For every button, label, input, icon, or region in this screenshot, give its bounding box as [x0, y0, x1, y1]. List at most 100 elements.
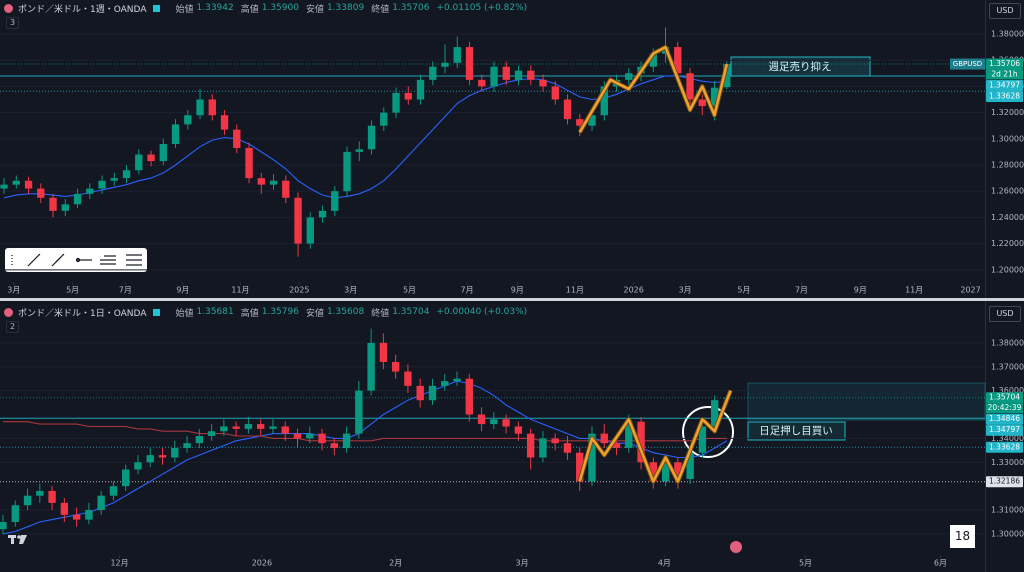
candle-body	[257, 424, 265, 429]
candle-body	[147, 154, 155, 162]
change-value: +0.00040 (+0.03%)	[436, 307, 528, 317]
candle-body	[208, 99, 216, 116]
x-tick-label: 2025	[289, 286, 309, 295]
price-label-bg	[986, 424, 1023, 436]
candle-body	[392, 92, 400, 113]
stat-value: 1.35704	[392, 307, 430, 317]
candle-body	[48, 490, 56, 503]
symbol-icon	[4, 3, 13, 13]
candle-body	[281, 426, 289, 434]
candle-body	[60, 502, 69, 515]
candle-body	[514, 426, 523, 434]
candle-body	[637, 421, 645, 463]
symbol-icon	[4, 307, 13, 317]
candle-body	[674, 462, 682, 479]
flag-icon	[153, 4, 161, 12]
candle-body	[465, 47, 474, 80]
candle-body	[526, 433, 535, 458]
y-tick-label: 1.22000	[991, 239, 1024, 248]
candle-body	[416, 385, 424, 401]
y-tick-label: 1.36000	[991, 386, 1024, 395]
stat-value: 1.35900	[261, 3, 299, 13]
candle-body	[661, 462, 670, 482]
candle-body	[146, 455, 154, 463]
candle-body	[318, 210, 327, 218]
candle-body	[588, 115, 596, 126]
candle-body	[122, 170, 131, 179]
countdown-bg	[986, 69, 1023, 80]
candle-body	[649, 462, 658, 482]
candle-body	[61, 204, 69, 211]
stat-label: 終値	[371, 4, 390, 15]
candle-body	[49, 197, 57, 211]
y-tick-label: 1.26000	[991, 187, 1024, 196]
x-tick-label: 9月	[511, 286, 524, 295]
currency-button[interactable]: USD	[989, 3, 1021, 19]
candle-body	[293, 433, 302, 439]
countdown: 2d 21h	[991, 70, 1017, 79]
candle-body	[11, 505, 19, 522]
price-label: 1.32186	[989, 477, 1020, 486]
price-label-bg	[986, 80, 1023, 92]
candle-body	[36, 490, 44, 496]
price-label: 1.34846	[989, 414, 1020, 423]
candle-body	[686, 73, 694, 100]
y-tick-label: 1.20000	[991, 265, 1024, 274]
candle-body	[233, 129, 241, 148]
candle-body	[245, 147, 253, 179]
candle-body	[318, 433, 326, 444]
highlight-circle	[682, 406, 734, 458]
x-tick-label: 5月	[799, 559, 812, 568]
price-label: 1.33628	[989, 92, 1020, 101]
candle-body	[625, 73, 633, 80]
candle-body	[220, 426, 228, 432]
candle-body	[269, 426, 277, 429]
candle-body	[539, 79, 547, 87]
stat-label: 始値	[175, 4, 194, 15]
price-label-bg	[986, 441, 1023, 453]
candle-body	[367, 125, 376, 150]
candle-body	[109, 486, 118, 496]
event-icon	[730, 541, 742, 553]
stat-value: 1.33809	[326, 3, 365, 13]
candle-body	[490, 419, 498, 425]
currency-button[interactable]: USD	[989, 306, 1021, 322]
candle-body	[244, 424, 253, 429]
pane-indicator[interactable]: 3	[6, 17, 20, 29]
y-tick-label: 1.33000	[991, 458, 1024, 467]
y-tick-label: 1.28000	[991, 161, 1024, 170]
chart-title: ポンド／米ドル・1日・OANDA	[18, 308, 147, 319]
price-label: 1.34797	[989, 81, 1020, 90]
candle-body	[539, 438, 547, 458]
stat-label: 安値	[305, 4, 324, 15]
change-value: +0.01105 (+0.82%)	[436, 3, 528, 13]
candle-body	[502, 419, 510, 427]
pane-indicator[interactable]: 2	[6, 321, 20, 333]
stat-value: 1.35681	[196, 307, 234, 317]
stat-label: 始値	[175, 308, 194, 319]
candle-body	[625, 421, 633, 448]
candle-body	[711, 400, 719, 427]
price-label: 1.33628	[989, 442, 1020, 451]
candle-body	[269, 180, 278, 185]
candle-body	[195, 436, 204, 444]
stat-label: 高値	[240, 4, 259, 15]
candle-body	[135, 154, 143, 171]
candle-body	[563, 99, 572, 120]
candle-body	[551, 86, 559, 100]
candle-body	[502, 66, 510, 80]
candle-body	[429, 66, 437, 80]
x-tick-label: 3月	[344, 286, 357, 295]
zigzag	[578, 45, 729, 133]
candle-body	[306, 217, 314, 244]
candle-body	[196, 99, 204, 116]
candle-body	[97, 495, 105, 511]
candle-body	[171, 447, 179, 458]
candle-body	[698, 426, 707, 453]
symbol-tag: GBPUSD	[953, 60, 982, 68]
price-label: 1.34797	[989, 425, 1020, 434]
candle-body	[0, 184, 8, 189]
candle-body	[379, 342, 388, 362]
